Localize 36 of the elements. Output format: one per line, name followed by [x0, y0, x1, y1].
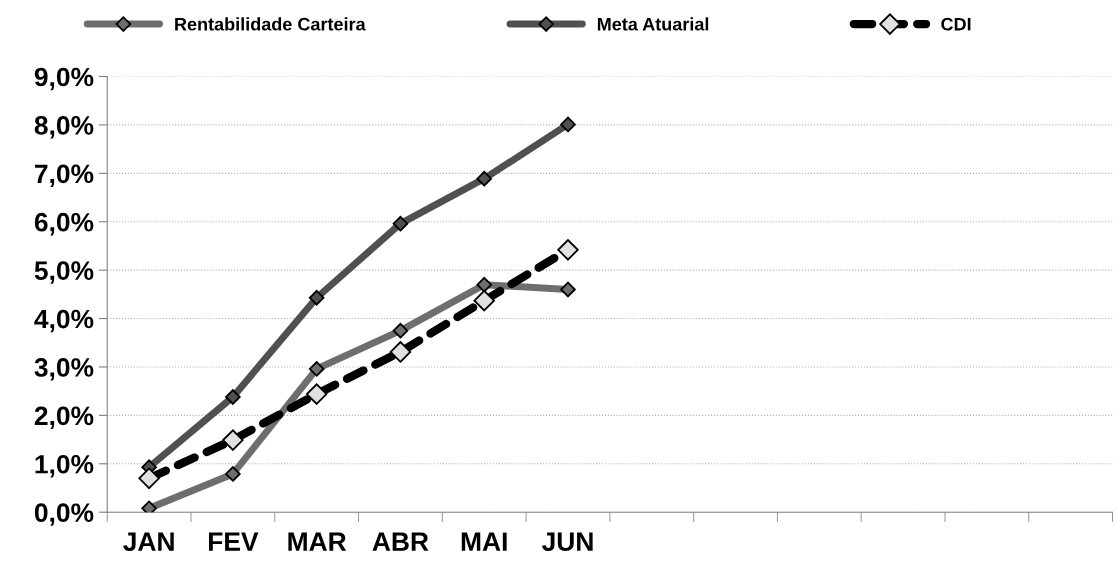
legend-label: Rentabilidade Carteira — [175, 17, 366, 31]
point — [557, 239, 579, 261]
y-tick-label: 3,0% — [34, 358, 94, 381]
point — [222, 429, 244, 451]
point — [389, 341, 412, 363]
point — [141, 500, 157, 513]
point — [225, 466, 241, 482]
x-tick-label: ABR — [372, 532, 429, 551]
x-tick-label: MAR — [288, 532, 347, 551]
point — [560, 281, 576, 298]
point — [308, 289, 325, 306]
point — [138, 467, 160, 490]
x-tick-label: MAI — [461, 532, 507, 551]
point — [225, 389, 241, 405]
point — [560, 116, 576, 133]
point — [473, 289, 495, 312]
point — [476, 276, 492, 293]
y-tick-label: 6,0% — [34, 212, 94, 236]
point — [392, 322, 409, 339]
legend-label: CDI — [941, 17, 971, 31]
y-tick-label: 1,0% — [35, 454, 94, 478]
point — [476, 170, 492, 187]
x-tick-label: FEV — [209, 532, 259, 551]
point — [392, 215, 409, 232]
x-tick-label: JUN — [542, 532, 593, 552]
y-tick-label: 7,0% — [35, 164, 94, 187]
y-tick-label: 0,0% — [34, 503, 94, 526]
y-tick-label: 8,0% — [34, 116, 94, 139]
y-tick-label: 5,0% — [34, 261, 94, 284]
legend-label: Meta Atuarial — [597, 17, 709, 31]
y-tick-label: 9,0% — [34, 67, 94, 91]
point — [308, 361, 325, 377]
point — [305, 383, 328, 405]
y-tick-label: 2,0% — [34, 406, 94, 430]
y-tick-label: 4,0% — [34, 309, 94, 333]
x-tick-label: JAN — [123, 532, 174, 552]
